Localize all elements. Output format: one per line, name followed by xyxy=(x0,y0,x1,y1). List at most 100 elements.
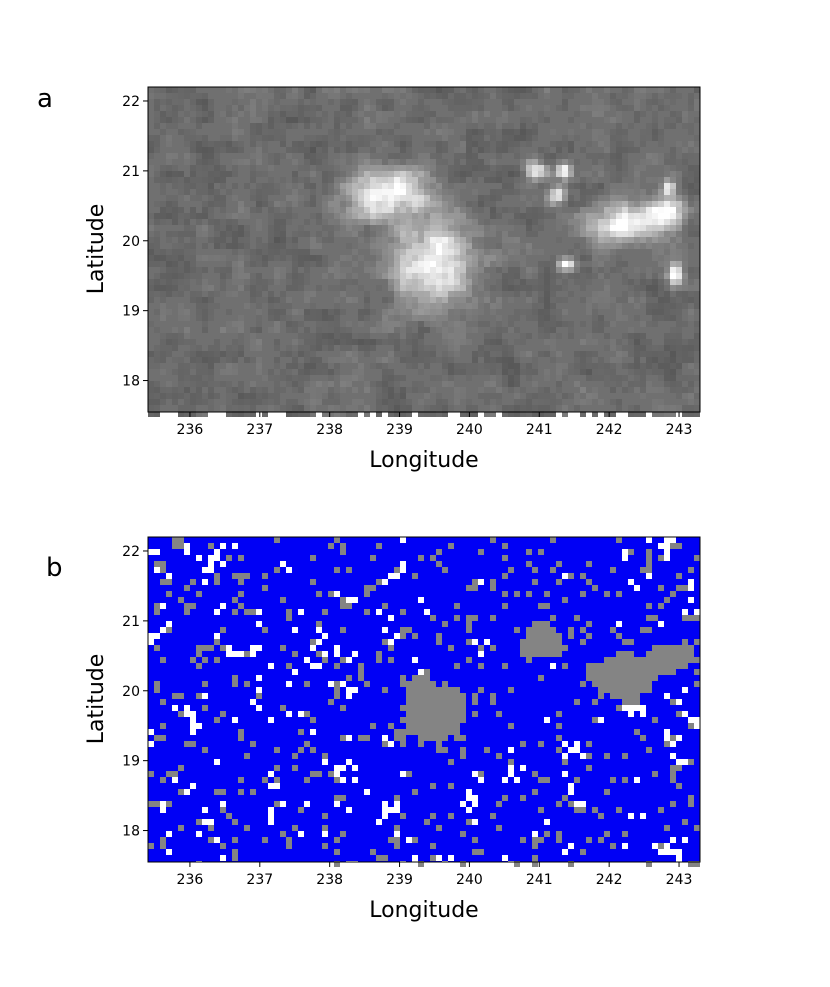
image-cell xyxy=(148,363,154,369)
image-cell xyxy=(262,411,268,417)
image-cell xyxy=(256,393,262,399)
image-cell xyxy=(274,153,280,159)
image-cell xyxy=(670,771,676,777)
image-cell xyxy=(658,309,664,315)
image-cell xyxy=(580,753,586,759)
image-cell xyxy=(268,231,274,237)
image-cell xyxy=(568,363,574,369)
image-cell xyxy=(610,135,616,141)
image-cell xyxy=(226,87,232,93)
image-cell xyxy=(460,153,466,159)
image-cell xyxy=(694,117,700,123)
image-cell xyxy=(358,321,364,327)
image-cell xyxy=(388,195,394,201)
image-cell xyxy=(562,255,568,261)
image-cell xyxy=(226,405,232,411)
image-cell xyxy=(328,231,334,237)
image-cell xyxy=(388,357,394,363)
image-cell xyxy=(166,291,172,297)
image-cell xyxy=(256,687,262,693)
image-cell xyxy=(682,273,688,279)
image-cell xyxy=(556,219,562,225)
image-cell xyxy=(388,723,394,729)
image-cell xyxy=(412,345,418,351)
image-cell xyxy=(670,387,676,393)
image-cell xyxy=(454,93,460,99)
image-cell xyxy=(388,645,394,651)
image-cell xyxy=(184,87,190,93)
image-cell xyxy=(478,201,484,207)
image-cell xyxy=(616,315,622,321)
image-cell xyxy=(316,321,322,327)
image-cell xyxy=(184,243,190,249)
image-cell xyxy=(454,171,460,177)
image-cell xyxy=(274,231,280,237)
image-cell xyxy=(598,201,604,207)
image-cell xyxy=(250,189,256,195)
image-cell xyxy=(484,219,490,225)
image-cell xyxy=(592,321,598,327)
image-cell xyxy=(562,393,568,399)
image-cell xyxy=(154,213,160,219)
image-cell xyxy=(286,837,292,843)
image-cell xyxy=(202,183,208,189)
image-cell xyxy=(406,693,412,699)
image-cell xyxy=(238,237,244,243)
image-cell xyxy=(508,747,514,753)
image-cell xyxy=(292,405,298,411)
image-cell xyxy=(328,219,334,225)
image-cell xyxy=(304,219,310,225)
image-cell xyxy=(412,225,418,231)
image-cell xyxy=(412,207,418,213)
image-cell xyxy=(568,201,574,207)
image-cell xyxy=(406,681,412,687)
image-cell xyxy=(442,237,448,243)
image-cell xyxy=(520,219,526,225)
image-cell xyxy=(478,171,484,177)
image-cell xyxy=(658,285,664,291)
image-cell xyxy=(226,273,232,279)
image-cell xyxy=(340,765,346,771)
image-cell xyxy=(238,279,244,285)
image-cell xyxy=(544,159,550,165)
image-cell xyxy=(670,333,676,339)
image-cell xyxy=(526,411,532,417)
image-cell xyxy=(334,147,340,153)
image-cell xyxy=(610,345,616,351)
image-cell xyxy=(628,351,634,357)
image-cell xyxy=(214,165,220,171)
image-cell xyxy=(622,831,628,837)
image-cell xyxy=(424,159,430,165)
image-cell xyxy=(388,837,394,843)
image-cell xyxy=(184,339,190,345)
image-cell xyxy=(538,645,544,651)
image-cell xyxy=(466,213,472,219)
image-cell xyxy=(670,237,676,243)
image-cell xyxy=(400,321,406,327)
image-cell xyxy=(586,237,592,243)
image-cell xyxy=(364,591,370,597)
image-cell xyxy=(646,207,652,213)
image-cell xyxy=(664,537,670,543)
image-cell xyxy=(262,201,268,207)
image-cell xyxy=(322,165,328,171)
image-cell xyxy=(508,255,514,261)
image-cell xyxy=(310,255,316,261)
image-cell xyxy=(586,303,592,309)
image-cell xyxy=(406,147,412,153)
image-cell xyxy=(520,339,526,345)
image-cell xyxy=(400,387,406,393)
image-cell xyxy=(412,573,418,579)
image-cell xyxy=(328,405,334,411)
image-cell xyxy=(496,393,502,399)
image-cell xyxy=(166,201,172,207)
image-cell xyxy=(196,591,202,597)
image-cell xyxy=(418,597,424,603)
image-cell xyxy=(166,573,172,579)
image-cell xyxy=(580,189,586,195)
image-cell xyxy=(160,273,166,279)
image-cell xyxy=(334,357,340,363)
image-cell xyxy=(628,207,634,213)
image-cell xyxy=(328,165,334,171)
image-cell xyxy=(574,369,580,375)
